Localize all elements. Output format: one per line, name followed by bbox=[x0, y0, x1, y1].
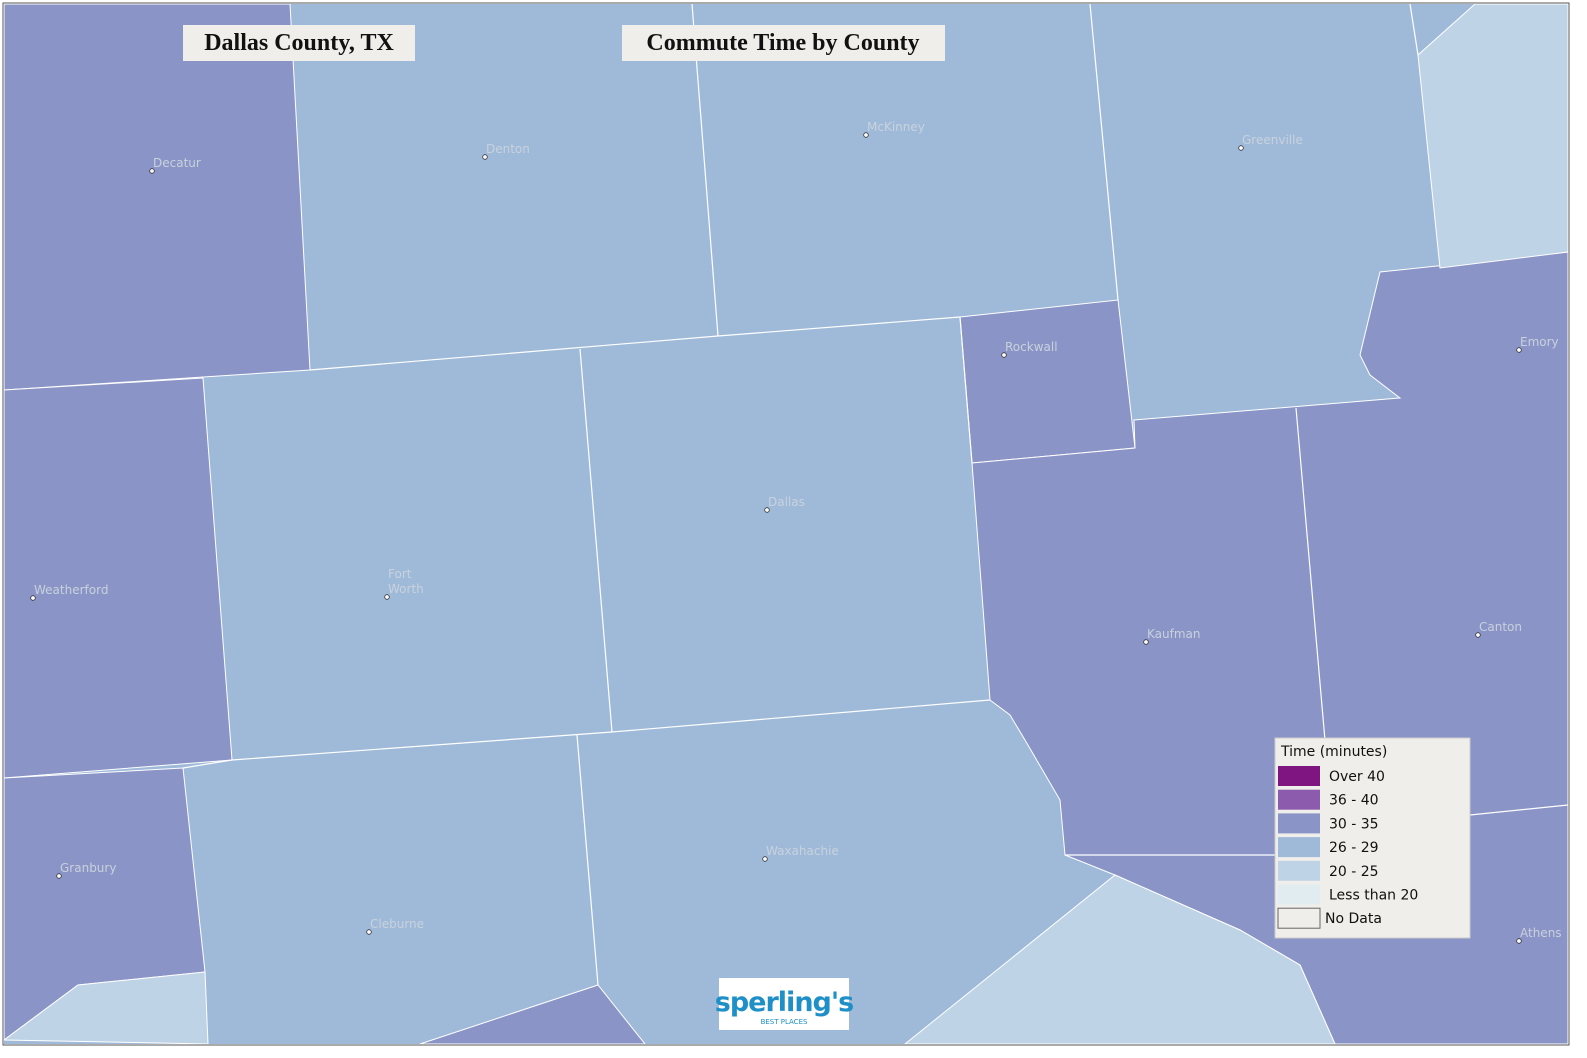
county bbox=[1417, 3, 1569, 269]
place-title: Dallas County, TX bbox=[204, 30, 394, 56]
logo-box bbox=[719, 978, 849, 1030]
county bbox=[3, 377, 233, 779]
county-border bbox=[959, 316, 973, 464]
city-label: Decatur bbox=[153, 156, 201, 170]
city-dot bbox=[863, 132, 869, 138]
city-dot bbox=[764, 507, 770, 513]
city-label: Emory bbox=[1520, 335, 1559, 349]
city-label: McKinney bbox=[867, 120, 925, 134]
county bbox=[959, 299, 1136, 464]
county-border bbox=[182, 759, 233, 769]
city-dot bbox=[1516, 938, 1522, 944]
legend-label: 30 - 35 bbox=[1329, 816, 1379, 832]
legend-label: 26 - 29 bbox=[1329, 840, 1379, 856]
legend-swatch bbox=[1278, 789, 1320, 810]
city-label: Athens bbox=[1520, 926, 1562, 940]
city-dot bbox=[762, 856, 768, 862]
county-border bbox=[576, 734, 599, 986]
city-layer: Decatur Denton McKinney Greenville Rockwall E… bbox=[30, 120, 1562, 944]
county-border bbox=[1089, 3, 1119, 301]
logo-brand: sperling's bbox=[715, 987, 853, 1018]
city-label: Waxahachie bbox=[766, 844, 839, 858]
legend-swatch bbox=[1278, 766, 1320, 786]
city-dot bbox=[30, 595, 36, 601]
city-dot bbox=[1143, 639, 1149, 645]
logo-tagline: BEST PLACES bbox=[761, 1018, 808, 1026]
legend-swatch bbox=[1278, 884, 1320, 905]
city-dot bbox=[482, 154, 488, 160]
city-dot bbox=[384, 594, 390, 600]
legend-title: Time (minutes) bbox=[1280, 744, 1387, 760]
legend-label: 36 - 40 bbox=[1329, 793, 1379, 809]
city-label: Fort bbox=[388, 567, 412, 581]
city-label: Weatherford bbox=[34, 583, 108, 597]
city-label: Dallas bbox=[768, 495, 805, 509]
legend-label: No Data bbox=[1325, 911, 1382, 927]
county bbox=[419, 984, 647, 1045]
legend-items: Over 40 36 - 40 30 - 35 26 - 29 20 - 25 Less … bbox=[1277, 766, 1418, 929]
city-dot bbox=[149, 168, 155, 174]
legend-label: 20 - 25 bbox=[1329, 864, 1379, 880]
title-box bbox=[183, 25, 415, 61]
county bbox=[3, 3, 311, 391]
county-border bbox=[1409, 3, 1419, 56]
city-label: Canton bbox=[1479, 620, 1522, 634]
city-label: Cleburne bbox=[370, 917, 424, 931]
city-dot bbox=[366, 929, 372, 935]
legend-swatch bbox=[1278, 813, 1320, 834]
city-dot bbox=[1516, 347, 1522, 353]
city-dot bbox=[1475, 632, 1481, 638]
map-title: Commute Time by County bbox=[646, 30, 919, 56]
legend-label: Less than 20 bbox=[1329, 888, 1418, 904]
legend-swatch bbox=[1278, 837, 1320, 858]
title-box bbox=[622, 25, 945, 61]
legend-swatch bbox=[1278, 860, 1320, 881]
map-frame bbox=[2, 2, 1570, 1046]
city-dot bbox=[56, 873, 62, 879]
county-border bbox=[231, 731, 613, 761]
city-label: Kaufman bbox=[1147, 627, 1201, 641]
legend-label: Over 40 bbox=[1329, 769, 1385, 785]
county bbox=[2, 971, 209, 1045]
city-dot bbox=[1001, 352, 1007, 358]
city-dot bbox=[1238, 145, 1244, 151]
city-label: Granbury bbox=[60, 861, 116, 875]
city-label: Rockwall bbox=[1005, 340, 1058, 354]
city-label: Denton bbox=[486, 142, 530, 156]
city-label: Worth bbox=[388, 582, 424, 596]
city-label: Greenville bbox=[1242, 133, 1303, 147]
legend-swatch bbox=[1277, 907, 1321, 929]
county bbox=[903, 874, 1336, 1045]
